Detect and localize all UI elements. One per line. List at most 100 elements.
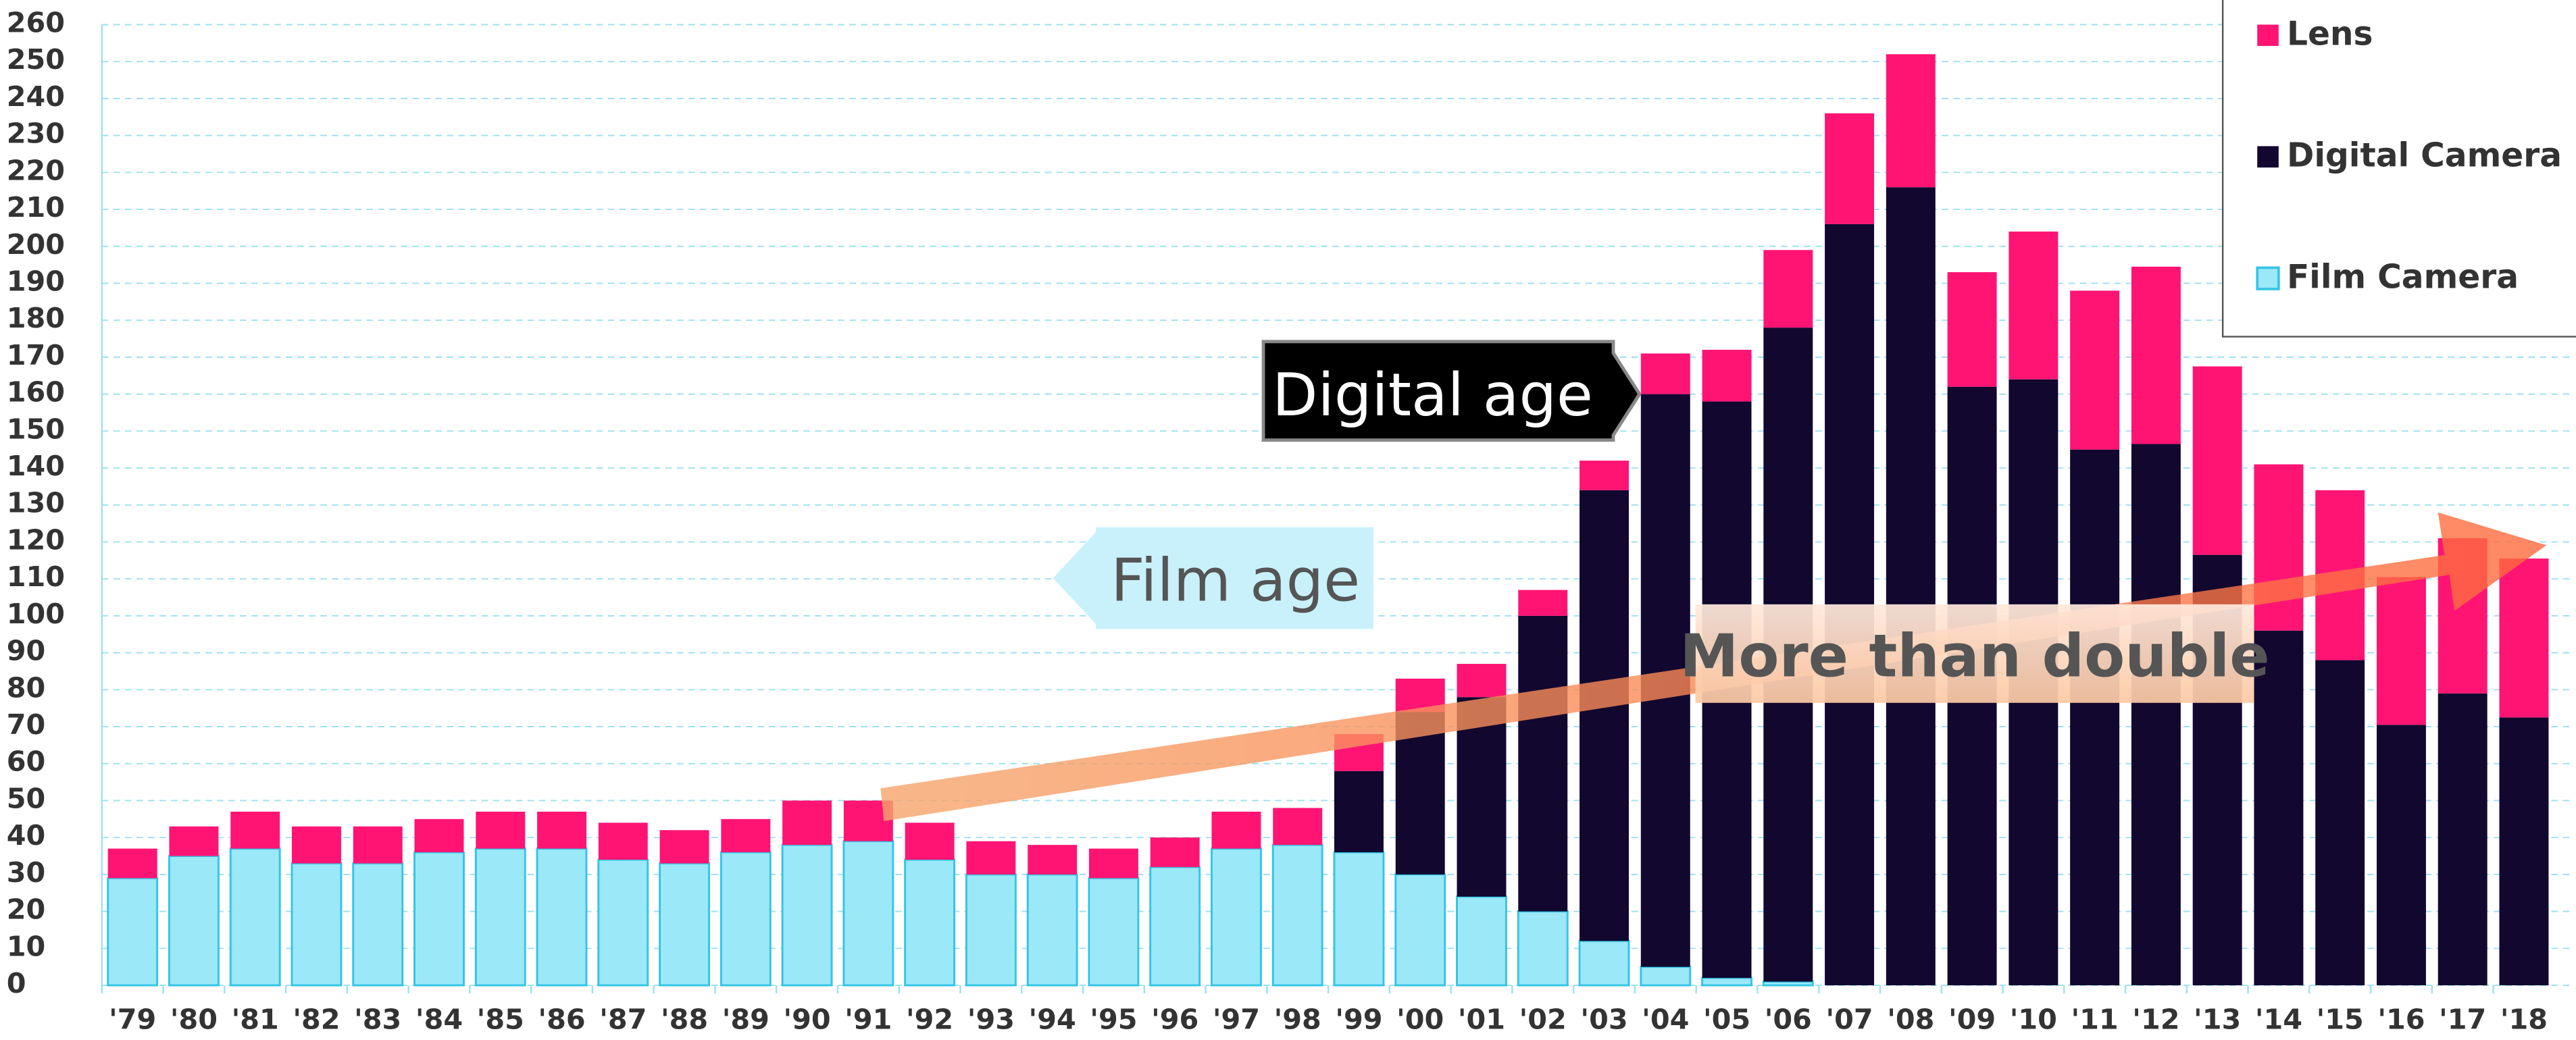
bar-segment bbox=[1578, 939, 1630, 987]
digital-age-box bbox=[1261, 340, 1642, 442]
bar-segment bbox=[1334, 771, 1384, 853]
bar-segment bbox=[1333, 851, 1385, 987]
x-tick-label: '81 bbox=[232, 1004, 279, 1036]
x-tick-label: '03 bbox=[1580, 1004, 1627, 1036]
bar-segment bbox=[353, 826, 403, 864]
bar-segment bbox=[659, 862, 710, 987]
bar-segment bbox=[719, 851, 772, 987]
bar-segment bbox=[965, 873, 1017, 987]
legend-swatch bbox=[2257, 24, 2279, 47]
y-tick-label: 130 bbox=[7, 487, 65, 519]
x-tick-label: '99 bbox=[1335, 1004, 1382, 1036]
y-tick-label: 240 bbox=[7, 80, 65, 113]
bar-segment bbox=[352, 862, 404, 987]
double-label: More than double bbox=[1680, 621, 2269, 690]
bar-segment bbox=[414, 818, 464, 853]
x-tick-label: '88 bbox=[661, 1004, 708, 1036]
bar-segment bbox=[966, 841, 1016, 875]
x-tick-label: '96 bbox=[1151, 1004, 1198, 1036]
bar-segment bbox=[1825, 113, 1875, 224]
bar-segment bbox=[1886, 54, 1936, 188]
bar-segment bbox=[292, 826, 341, 864]
x-tick-label: '93 bbox=[967, 1004, 1015, 1036]
bar-segment bbox=[1026, 873, 1078, 987]
bar-segment bbox=[2009, 231, 2059, 380]
y-tick-label: 250 bbox=[7, 43, 65, 76]
x-tick-label: '86 bbox=[538, 1004, 585, 1036]
y-tick-label: 260 bbox=[7, 6, 65, 38]
bar-segment bbox=[1088, 848, 1138, 879]
x-tick-label: '82 bbox=[293, 1004, 340, 1036]
y-tick-label: 0 bbox=[7, 967, 26, 999]
y-tick-label: 150 bbox=[7, 413, 65, 445]
bar-segment bbox=[1394, 873, 1446, 987]
bar-segment bbox=[107, 877, 159, 987]
y-tick-label: 110 bbox=[7, 561, 65, 593]
bar-segment bbox=[1150, 837, 1200, 867]
bar-segment bbox=[1580, 461, 1629, 490]
x-tick-label: '94 bbox=[1029, 1004, 1076, 1036]
y-tick-label: 40 bbox=[7, 819, 46, 852]
y-tick-label: 190 bbox=[7, 265, 65, 297]
x-tick-label: '98 bbox=[1274, 1004, 1321, 1036]
legend-swatch bbox=[2257, 146, 2279, 168]
bar-segment bbox=[1457, 697, 1507, 897]
bar-segment bbox=[1457, 664, 1507, 698]
bar-segment bbox=[598, 823, 648, 860]
bar-segment bbox=[1640, 966, 1692, 987]
legend-label: Digital Camera bbox=[2287, 136, 2562, 174]
bar-segment bbox=[781, 843, 833, 987]
digital-age-label: Digital age bbox=[1272, 361, 1593, 430]
bar-segment bbox=[2254, 630, 2304, 986]
bar-segment bbox=[1886, 187, 1936, 986]
y-tick-label: 20 bbox=[7, 893, 46, 926]
y-tick-label: 90 bbox=[7, 635, 46, 667]
x-tick-label: '80 bbox=[170, 1004, 218, 1036]
bar-segment bbox=[2499, 558, 2549, 718]
x-tick-label: '11 bbox=[2071, 1004, 2119, 1036]
bar-segment bbox=[2315, 660, 2365, 986]
legend-label: Film Camera bbox=[2287, 258, 2519, 296]
x-tick-label: '87 bbox=[599, 1004, 647, 1036]
bar-segment bbox=[1947, 272, 1997, 387]
x-tick-label: '17 bbox=[2439, 1004, 2486, 1036]
bar-segment bbox=[2131, 444, 2181, 986]
bar-segment bbox=[904, 858, 956, 987]
y-tick-label: 210 bbox=[7, 191, 65, 224]
x-tick-label: '97 bbox=[1213, 1004, 1260, 1036]
y-tick-label: 60 bbox=[7, 746, 46, 778]
film-age-box bbox=[1053, 527, 1373, 629]
x-tick-label: '95 bbox=[1090, 1004, 1137, 1036]
bar-segment bbox=[2499, 717, 2549, 986]
bar-segment bbox=[1517, 910, 1569, 987]
bar-segment bbox=[659, 830, 709, 864]
bar-segment bbox=[1762, 981, 1814, 987]
bar-segment bbox=[1088, 877, 1140, 987]
bar-segment bbox=[476, 811, 526, 849]
x-tick-label: '12 bbox=[2132, 1004, 2179, 1036]
x-tick-label: '09 bbox=[1948, 1004, 1996, 1036]
y-tick-label: 180 bbox=[7, 302, 65, 334]
bar-segment bbox=[721, 818, 771, 853]
bar-segment bbox=[2376, 577, 2426, 725]
x-tick-label: '10 bbox=[2010, 1004, 2057, 1036]
bar-segment bbox=[2192, 366, 2242, 555]
legend-label: Lens bbox=[2287, 15, 2373, 53]
bar-segment bbox=[2438, 693, 2487, 986]
bar-segment bbox=[1763, 250, 1813, 328]
bar-segment bbox=[413, 851, 465, 987]
y-tick-label: 220 bbox=[7, 154, 65, 186]
bar-segment bbox=[229, 848, 281, 987]
bar-segment bbox=[1149, 866, 1201, 987]
bar-segment bbox=[230, 811, 280, 849]
x-tick-label: '13 bbox=[2194, 1004, 2241, 1036]
bar-segment bbox=[2376, 725, 2426, 986]
x-tick-label: '07 bbox=[1825, 1004, 1873, 1036]
bar-segment bbox=[1210, 848, 1262, 987]
y-tick-label: 100 bbox=[7, 598, 65, 630]
bar-segment bbox=[782, 800, 832, 846]
bar-segment bbox=[1028, 845, 1078, 875]
legend: Lens Digital Camera Film Camera bbox=[2221, 0, 2576, 338]
y-tick-label: 160 bbox=[7, 376, 65, 409]
